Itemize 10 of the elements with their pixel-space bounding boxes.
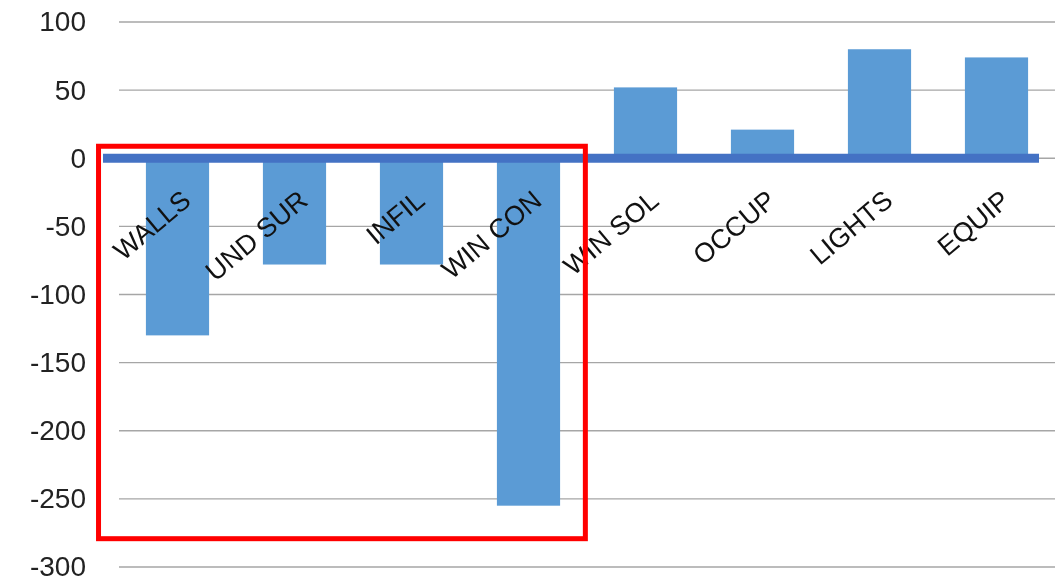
y-tick-label: 100 [39, 6, 86, 38]
y-tick-label: 0 [70, 142, 86, 174]
y-tick-label: 50 [54, 74, 86, 106]
y-tick-label: -250 [29, 483, 86, 515]
y-tick-label: -50 [45, 210, 86, 242]
y-tick-label: -300 [29, 551, 86, 582]
x-tick-label: UND SUR [199, 184, 314, 287]
y-tick-label: -150 [29, 347, 86, 379]
y-tick-label: -100 [29, 278, 86, 310]
y-tick-label: -200 [29, 415, 86, 447]
